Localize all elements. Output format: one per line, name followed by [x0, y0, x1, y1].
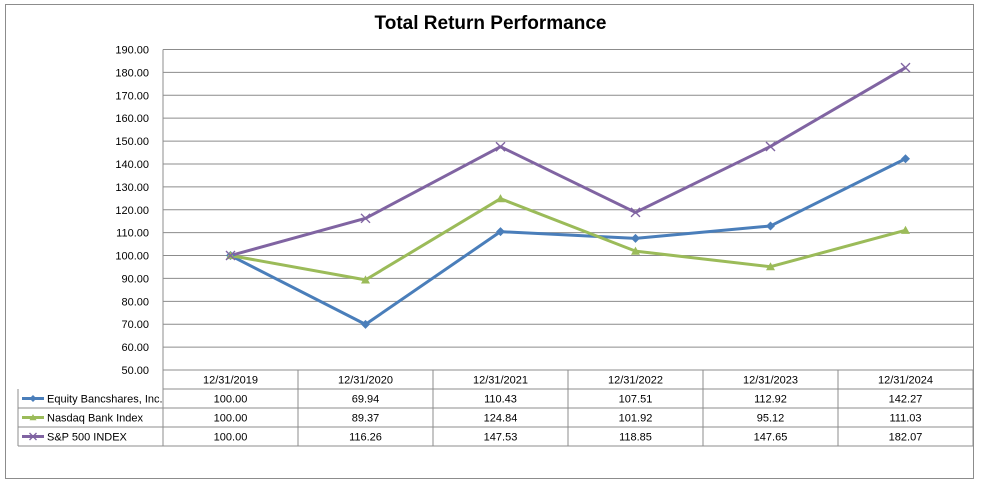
x-tick-label: 12/31/2020 — [338, 375, 393, 387]
data-point — [765, 141, 776, 152]
data-point — [766, 262, 775, 271]
data-label: 89.37 — [352, 413, 380, 425]
data-point — [496, 227, 505, 237]
data-label: 101.92 — [619, 413, 653, 425]
y-tick-label: 50.00 — [121, 365, 149, 377]
y-tick-label: 150.00 — [115, 136, 149, 148]
y-tick-label: 120.00 — [115, 205, 149, 217]
data-label: 118.85 — [619, 432, 652, 444]
data-label: 112.92 — [754, 394, 787, 406]
y-tick-label: 190.00 — [115, 45, 149, 57]
data-point — [631, 233, 640, 243]
data-label: 111.03 — [889, 413, 921, 425]
data-point — [630, 207, 641, 218]
data-point — [360, 213, 371, 224]
data-label: 124.84 — [484, 413, 518, 425]
legend-marker — [29, 395, 37, 402]
x-tick-label: 12/31/2021 — [473, 375, 528, 387]
data-label: 100.00 — [214, 413, 248, 425]
legend-label: Equity Bancshares, Inc. — [47, 394, 163, 406]
y-tick-label: 130.00 — [115, 182, 149, 194]
data-point — [361, 319, 370, 329]
data-label: 182.07 — [889, 432, 923, 444]
data-label: 95.12 — [757, 413, 785, 425]
data-point — [901, 154, 910, 164]
data-label: 100.00 — [214, 394, 248, 406]
y-tick-label: 170.00 — [115, 90, 149, 102]
y-tick-label: 60.00 — [121, 342, 149, 354]
data-label: 107.51 — [619, 394, 653, 406]
chart-title: Total Return Performance — [374, 13, 607, 34]
data-label: 110.43 — [484, 394, 517, 406]
y-tick-label: 80.00 — [121, 296, 149, 308]
legend-label: Nasdaq Bank Index — [47, 413, 144, 425]
data-label: 147.65 — [754, 432, 788, 444]
data-label: 142.27 — [889, 394, 923, 406]
chart-frame — [5, 4, 974, 479]
data-point — [495, 141, 506, 152]
legend-marker — [29, 414, 37, 421]
y-tick-label: 160.00 — [115, 113, 149, 125]
data-point — [225, 250, 236, 261]
x-tick-label: 12/31/2019 — [203, 375, 258, 387]
y-tick-label: 100.00 — [115, 251, 149, 263]
y-tick-label: 110.00 — [116, 228, 149, 240]
y-tick-label: 70.00 — [121, 319, 149, 331]
y-tick-label: 180.00 — [115, 67, 149, 79]
data-point — [901, 225, 910, 234]
data-point — [361, 275, 370, 284]
series-line-0 — [229, 157, 907, 326]
data-point — [900, 62, 911, 73]
series-line-2 — [230, 66, 907, 257]
y-tick-label: 140.00 — [115, 159, 149, 171]
x-tick-label: 12/31/2024 — [878, 375, 933, 387]
legend-marker — [29, 432, 37, 441]
data-label: 147.53 — [484, 432, 518, 444]
data-point — [496, 194, 505, 203]
legend-label: S&P 500 INDEX — [47, 432, 128, 444]
x-tick-label: 12/31/2023 — [743, 375, 798, 387]
data-point — [766, 221, 775, 231]
data-label: 116.26 — [349, 432, 382, 444]
y-tick-label: 90.00 — [121, 273, 149, 285]
data-point — [631, 246, 640, 255]
data-label: 69.94 — [352, 394, 380, 406]
x-tick-label: 12/31/2022 — [608, 375, 663, 387]
data-label: 100.00 — [214, 432, 248, 444]
series-line-1 — [230, 197, 906, 282]
